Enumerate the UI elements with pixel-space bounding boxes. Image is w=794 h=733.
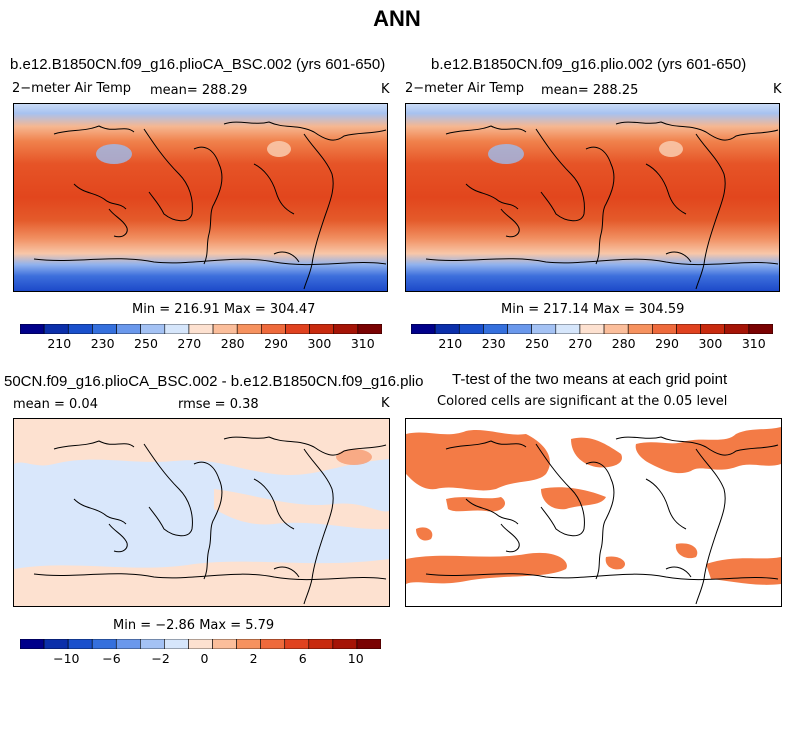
colorbar-swatch (458, 324, 484, 334)
colorbar-swatch (627, 324, 653, 334)
colorbar-swatch (309, 324, 335, 334)
colorbar-swatch (261, 324, 286, 334)
colorbar-label: 6 (298, 651, 307, 666)
colorbar-swatch (285, 324, 310, 334)
colorbar-swatch (43, 639, 69, 649)
colorbar-swatch (188, 639, 213, 649)
panel1-colorbar (20, 324, 382, 334)
colorbar-swatch (308, 639, 334, 649)
colorbar-swatch (652, 324, 677, 334)
colorbar-swatch (507, 324, 532, 334)
colorbar-label: 310 (741, 336, 766, 351)
colorbar-swatch (236, 324, 262, 334)
colorbar-swatch (212, 324, 238, 334)
panel3-rmse: rmse = 0.38 (178, 397, 259, 412)
colorbar-swatch (333, 324, 359, 334)
colorbar-swatch (260, 639, 286, 649)
panel4-subtitle: Colored cells are significant at the 0.0… (437, 394, 728, 409)
colorbar-swatch (67, 324, 93, 334)
colorbar-label: 270 (177, 336, 202, 351)
panel2-variable: 2−meter Air Temp (405, 81, 525, 96)
panel4-map (405, 418, 782, 607)
panel1-map (13, 103, 388, 292)
panel1-units: K (381, 82, 390, 97)
panel1-mean: mean= 288.29 (150, 83, 248, 98)
colorbar-label: 300 (307, 336, 332, 351)
colorbar-swatch (357, 324, 382, 334)
colorbar-label: −6 (102, 651, 121, 666)
colorbar-swatch (748, 324, 773, 334)
colorbar-label: 250 (525, 336, 549, 351)
colorbar-label: 250 (134, 336, 158, 351)
colorbar-label: 310 (350, 336, 375, 351)
panel3-mean: mean = 0.04 (13, 397, 98, 412)
colorbar-swatch (212, 639, 237, 649)
colorbar-swatch (236, 639, 261, 649)
colorbar-swatch (20, 639, 45, 649)
panel2-colorbar (411, 324, 773, 334)
panel3-units: K (381, 396, 390, 411)
colorbar-label: 10 (347, 651, 364, 666)
colorbar-swatch (332, 639, 358, 649)
colorbar-swatch (140, 324, 166, 334)
panel1-minmax: Min = 216.91 Max = 304.47 (132, 302, 316, 317)
significant-cells (406, 427, 781, 585)
colorbar-label: 2 (249, 651, 258, 666)
colorbar-swatch (434, 324, 460, 334)
colorbar-swatch (411, 324, 436, 334)
colorbar-swatch (164, 639, 189, 649)
colorbar-swatch (92, 324, 117, 334)
colorbar-label: 0 (200, 651, 209, 666)
panel4-title: T-test of the two means at each grid poi… (452, 371, 728, 388)
panel2-minmax: Min = 217.14 Max = 304.59 (501, 302, 685, 317)
colorbar-swatch (603, 324, 629, 334)
colorbar-swatch (356, 639, 381, 649)
panel3-minmax: Min = −2.86 Max = 5.79 (113, 618, 275, 633)
panel2-colorbar-labels: 210 230 250 270 280 290 300 310 (411, 336, 781, 352)
colorbar-label: 290 (655, 336, 679, 351)
colorbar-label: −2 (151, 651, 170, 666)
colorbar-label: 210 (438, 336, 463, 351)
colorbar-swatch (284, 639, 310, 649)
colorbar-swatch (91, 639, 117, 649)
colorbar-swatch (115, 639, 141, 649)
panel3-map (13, 418, 390, 607)
colorbar-swatch (116, 324, 141, 334)
colorbar-swatch (555, 324, 581, 334)
colorbar-swatch (20, 324, 45, 334)
figure-title: ANN (373, 6, 421, 31)
colorbar-label: 280 (611, 336, 636, 351)
colorbar-swatch (43, 324, 69, 334)
colorbar-swatch (164, 324, 190, 334)
panel2-mean: mean= 288.25 (541, 83, 639, 98)
colorbar-swatch (67, 639, 93, 649)
colorbar-swatch (140, 639, 165, 649)
panel1-colorbar-labels: 210 230 250 270 280 290 300 310 (20, 336, 390, 352)
colorbar-label: 290 (264, 336, 288, 351)
panel2-title: b.e12.B1850CN.f09_g16.plio.002 (yrs 601-… (431, 56, 747, 73)
colorbar-label: 210 (47, 336, 72, 351)
colorbar-swatch (531, 324, 557, 334)
colorbar-swatch (724, 324, 750, 334)
colorbar-label: 270 (568, 336, 593, 351)
colorbar-swatch (188, 324, 214, 334)
colorbar-swatch (700, 324, 726, 334)
panel1-title: b.e12.B1850CN.f09_g16.plioCA_BSC.002 (yr… (10, 56, 386, 73)
panel2-map (405, 103, 780, 292)
panel2-units: K (773, 82, 782, 97)
panel3-colorbar (20, 639, 381, 649)
colorbar-label: −10 (53, 651, 80, 666)
colorbar-label: 280 (220, 336, 245, 351)
colorbar-label: 300 (698, 336, 723, 351)
panel3-colorbar-labels: −10 −6 −2 0 2 6 10 (20, 651, 390, 667)
colorbar-swatch (483, 324, 508, 334)
colorbar-swatch (676, 324, 701, 334)
panel3-title: 50CN.f09_g16.plioCA_BSC.002 - b.e12.B185… (4, 373, 424, 390)
colorbar-label: 230 (90, 336, 115, 351)
panel1-variable: 2−meter Air Temp (12, 81, 132, 96)
colorbar-swatch (579, 324, 605, 334)
colorbar-label: 230 (481, 336, 506, 351)
